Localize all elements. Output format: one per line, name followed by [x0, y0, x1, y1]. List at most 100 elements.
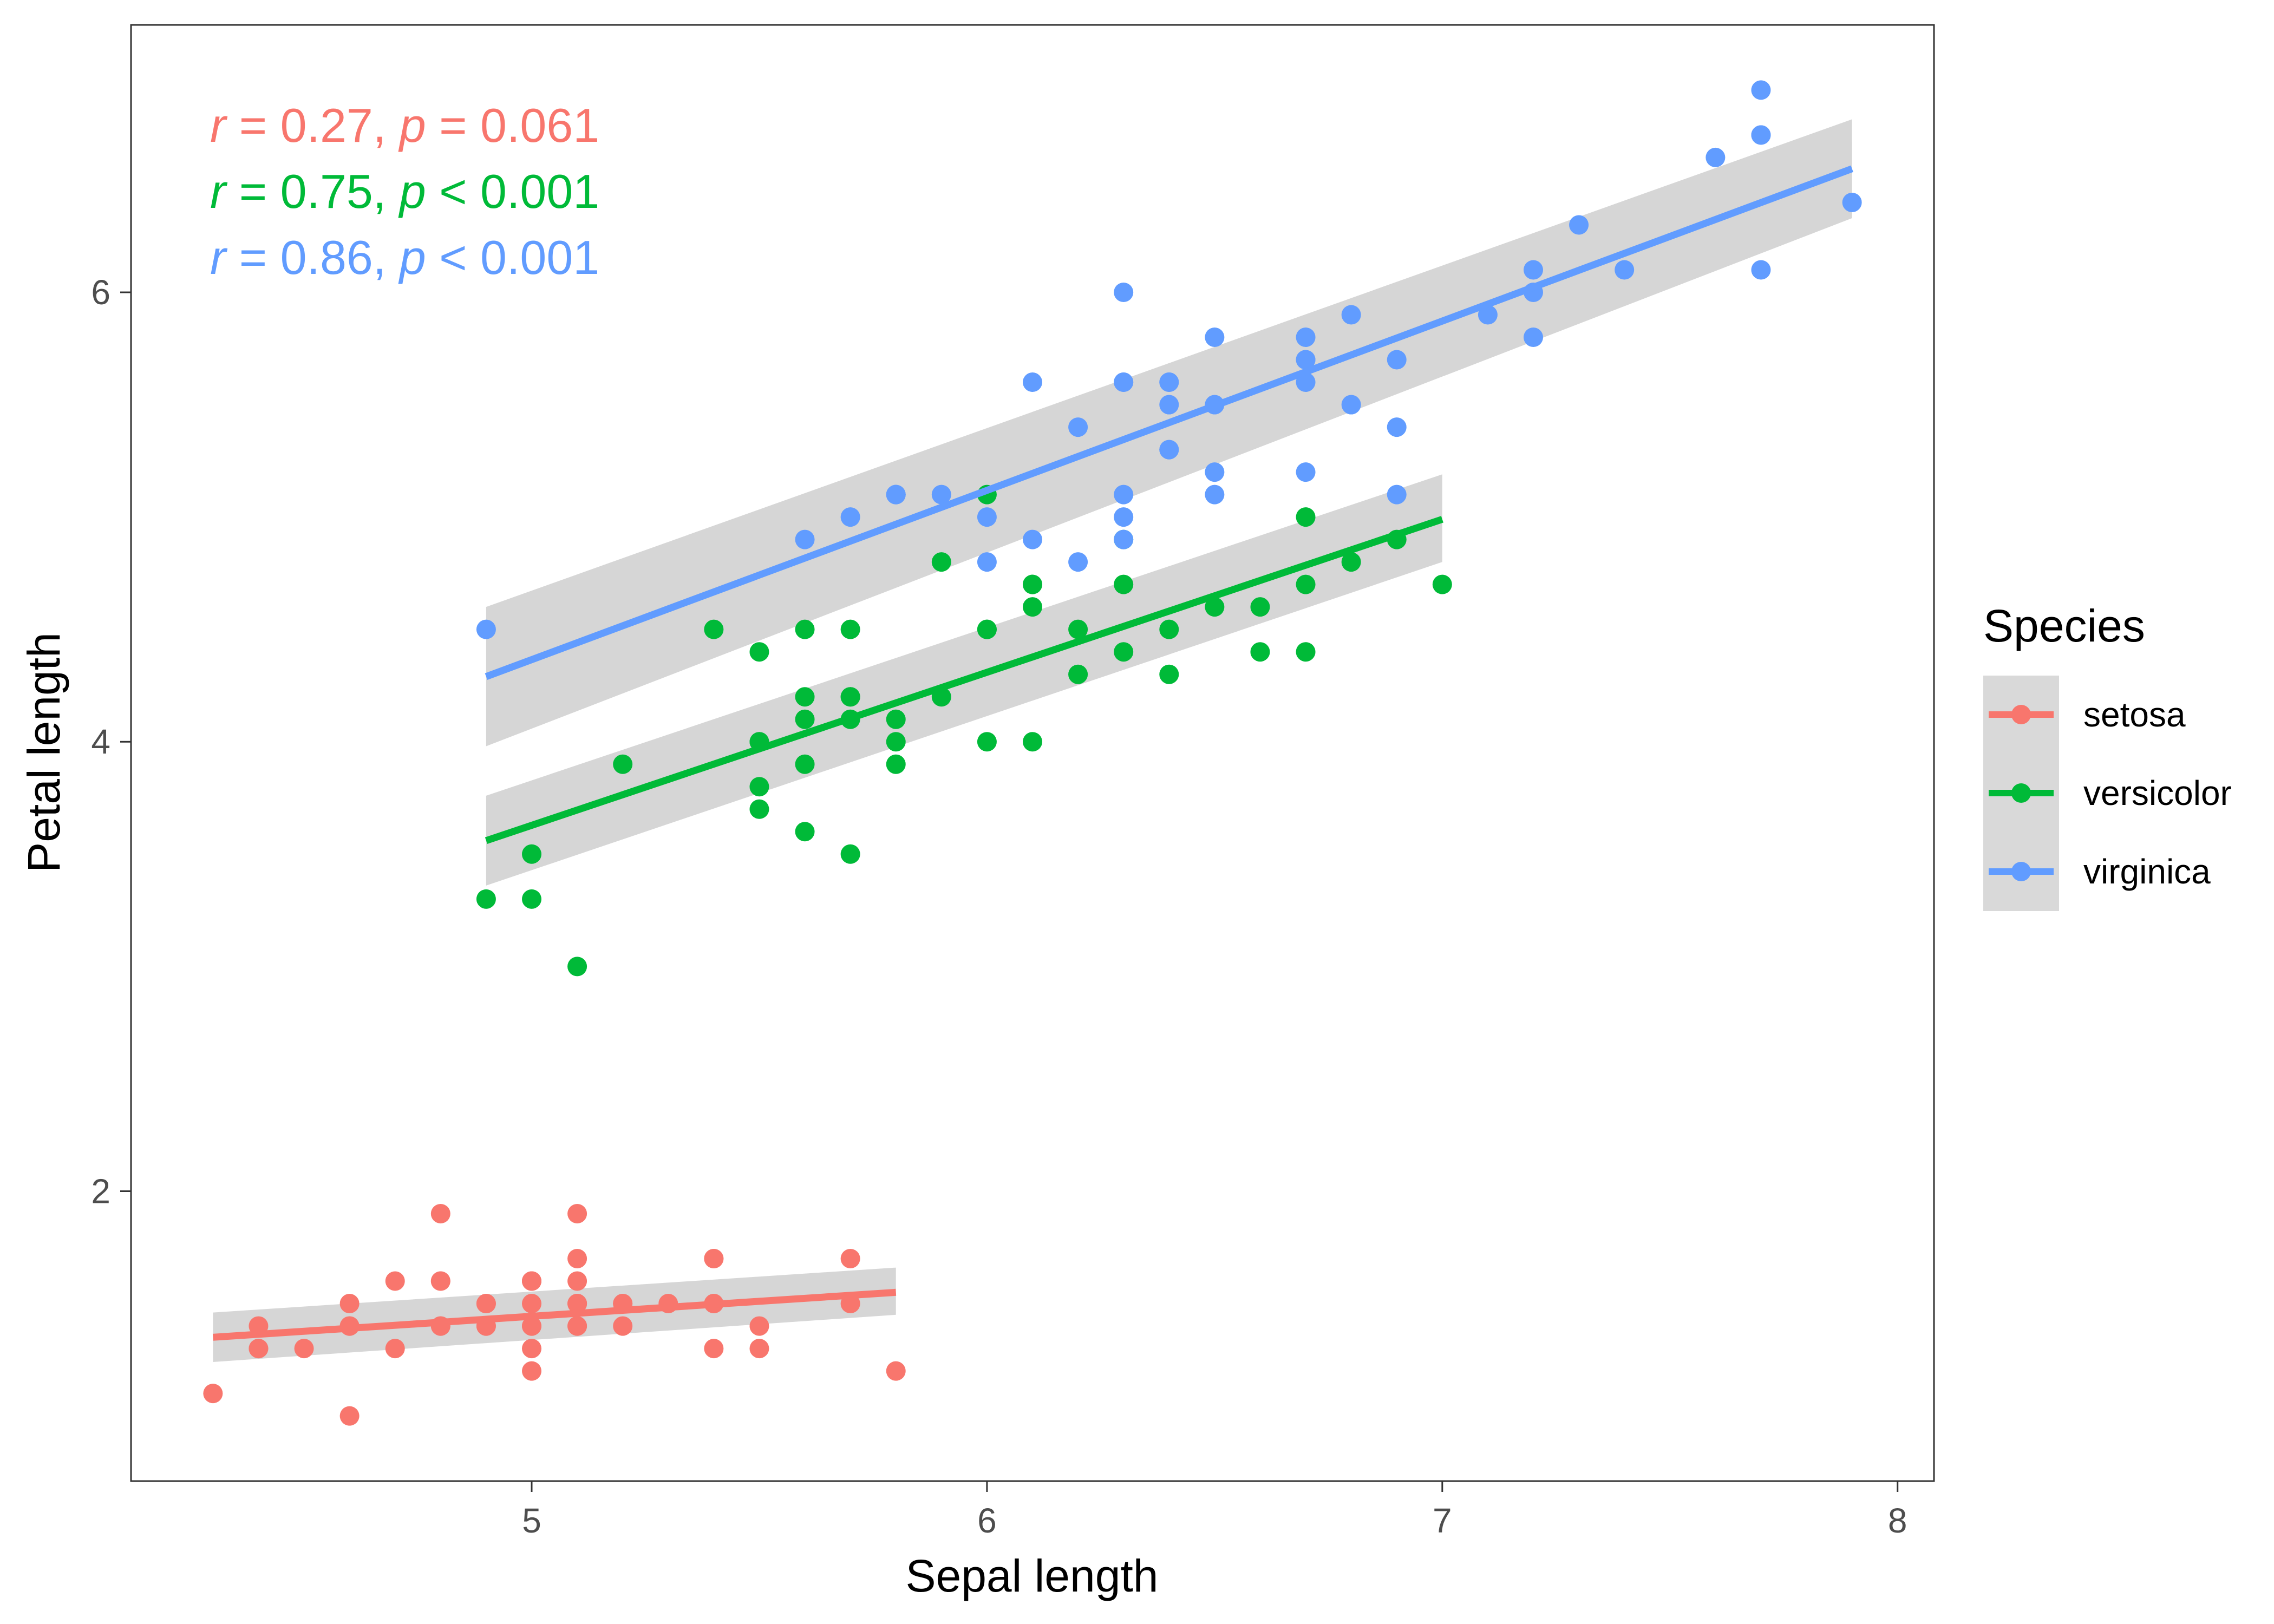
annotation-p-value: < 0.001	[426, 231, 600, 284]
data-point-versicolor	[795, 822, 815, 842]
data-point-virginica	[795, 529, 815, 549]
data-point-versicolor	[749, 777, 769, 797]
data-point-versicolor	[1296, 574, 1316, 594]
legend-title: Species	[1983, 600, 2145, 651]
y-tick-label: 6	[91, 273, 110, 312]
regression-lines	[212, 165, 1853, 1341]
x-axis-title: Sepal length	[905, 1550, 1158, 1601]
legend-keys: setosa versicolor virginica	[1983, 676, 2232, 911]
data-point-versicolor	[749, 642, 769, 662]
data-point-virginica	[1842, 192, 1862, 212]
legend-key-point-versicolor	[2011, 783, 2031, 803]
annotation-setosa: r = 0.27, p = 0.061	[210, 99, 599, 152]
data-point-versicolor	[1159, 664, 1179, 684]
data-point-versicolor	[476, 889, 496, 909]
annotation-r-value: = 0.27,	[226, 99, 399, 152]
data-point-setosa	[704, 1339, 724, 1359]
data-point-versicolor	[886, 732, 906, 752]
data-point-virginica	[1114, 282, 1134, 302]
data-point-versicolor	[931, 552, 951, 572]
data-point-setosa	[704, 1249, 724, 1269]
data-point-setosa	[567, 1294, 587, 1314]
data-point-virginica	[1068, 552, 1088, 572]
x-tick-label: 5	[522, 1501, 541, 1540]
data-point-virginica	[1114, 484, 1134, 505]
data-point-versicolor	[840, 687, 860, 707]
data-point-virginica	[1114, 529, 1134, 549]
data-point-setosa	[522, 1361, 541, 1381]
data-point-versicolor	[704, 619, 724, 639]
data-point-virginica	[1615, 260, 1635, 280]
data-point-virginica	[1524, 328, 1543, 348]
axes: 5 6 7 8 2 4 6	[91, 273, 1907, 1540]
data-point-versicolor	[522, 889, 541, 909]
data-point-virginica	[1296, 328, 1316, 348]
data-point-setosa	[567, 1204, 587, 1224]
data-point-virginica	[1296, 462, 1316, 482]
data-point-setosa	[886, 1361, 906, 1381]
confidence-band-virginica	[486, 119, 1852, 746]
data-point-versicolor	[977, 619, 997, 639]
annotation-r-value: = 0.75,	[226, 165, 399, 218]
annotation-virginica: r = 0.86, p < 0.001	[210, 231, 599, 284]
data-point-virginica	[1569, 215, 1589, 235]
annotation-p-label: p	[398, 231, 426, 284]
data-point-virginica	[1159, 440, 1179, 460]
data-point-versicolor	[795, 709, 815, 729]
data-point-versicolor	[613, 754, 633, 774]
data-point-setosa	[385, 1339, 405, 1359]
data-point-setosa	[749, 1316, 769, 1336]
data-point-virginica	[977, 552, 997, 572]
data-point-setosa	[203, 1384, 223, 1404]
y-tick-label: 4	[91, 722, 110, 761]
data-point-versicolor	[1159, 619, 1179, 639]
data-point-virginica	[476, 619, 496, 639]
data-point-setosa	[430, 1204, 450, 1224]
data-point-virginica	[1114, 507, 1134, 527]
data-point-setosa	[567, 1271, 587, 1291]
data-point-versicolor	[1068, 619, 1088, 639]
data-point-versicolor	[1023, 574, 1042, 594]
data-point-setosa	[294, 1339, 314, 1359]
data-point-setosa	[522, 1271, 541, 1291]
data-point-versicolor	[795, 687, 815, 707]
data-point-versicolor	[522, 844, 541, 864]
data-point-virginica	[977, 507, 997, 527]
data-point-virginica	[1478, 305, 1498, 325]
data-point-virginica	[1751, 260, 1771, 280]
data-point-setosa	[339, 1294, 360, 1314]
data-point-virginica	[1205, 328, 1225, 348]
data-point-versicolor	[1023, 732, 1042, 752]
legend-key-point-setosa	[2011, 705, 2031, 724]
annotation-r-label: r	[210, 99, 228, 152]
x-tick-label: 6	[977, 1501, 997, 1540]
data-point-virginica	[1341, 305, 1361, 325]
annotation-versicolor: r = 0.75, p < 0.001	[210, 165, 599, 218]
legend-label-setosa: setosa	[2083, 695, 2186, 734]
y-tick-label: 2	[91, 1171, 110, 1210]
data-point-versicolor	[1114, 574, 1134, 594]
data-point-virginica	[1751, 125, 1771, 145]
data-point-setosa	[522, 1339, 541, 1359]
data-point-versicolor	[977, 732, 997, 752]
data-point-versicolor	[749, 799, 769, 819]
regression-line-setosa	[212, 1288, 897, 1341]
data-point-versicolor	[886, 754, 906, 774]
data-point-setosa	[567, 1316, 587, 1336]
data-point-virginica	[1706, 147, 1726, 167]
data-point-setosa	[339, 1406, 360, 1426]
data-point-setosa	[430, 1271, 450, 1291]
data-point-versicolor	[1432, 574, 1452, 594]
annotation-r-value: = 0.86,	[226, 231, 399, 284]
legend-label-virginica: virginica	[2083, 852, 2211, 891]
plot-border	[130, 24, 1935, 1482]
data-point-setosa	[385, 1271, 405, 1291]
data-point-virginica	[1387, 484, 1407, 505]
data-point-versicolor	[1114, 642, 1134, 662]
regression-line-versicolor	[485, 516, 1443, 844]
data-point-virginica	[931, 484, 951, 505]
x-tick-label: 7	[1433, 1501, 1452, 1540]
data-point-versicolor	[1341, 552, 1361, 572]
data-point-setosa	[249, 1339, 269, 1359]
y-axis-title: Petal length	[18, 632, 69, 873]
